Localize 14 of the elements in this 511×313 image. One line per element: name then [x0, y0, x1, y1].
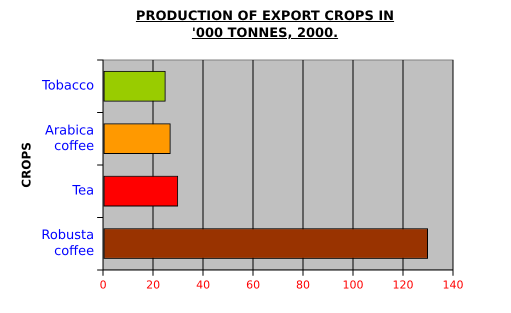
x-tick-label: 80 — [296, 278, 310, 292]
x-tick-label: 60 — [246, 278, 260, 292]
chart-title: PRODUCTION OF EXPORT CROPS IN '000 TONNES, 2000. — [134, 8, 396, 42]
x-tick-label: 40 — [196, 278, 210, 292]
y-tick-label: Robusta coffee — [41, 228, 94, 259]
y-axis-title: CROPS — [19, 142, 34, 188]
y-tick-label: Arabica coffee — [44, 123, 94, 154]
y-tick-label: Tobacco — [40, 78, 94, 94]
x-tick-label: 20 — [146, 278, 160, 292]
x-tick-label: 0 — [100, 278, 107, 292]
x-tick-label: 120 — [392, 278, 414, 292]
y-tick-label: Tea — [71, 184, 94, 198]
x-tick-label: 100 — [342, 278, 364, 292]
x-tick-label: 140 — [442, 278, 464, 292]
